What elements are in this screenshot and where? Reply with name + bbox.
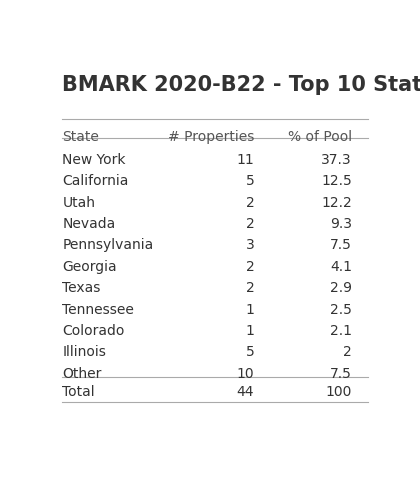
Text: 44: 44 xyxy=(237,385,255,399)
Text: BMARK 2020-B22 - Top 10 States: BMARK 2020-B22 - Top 10 States xyxy=(62,75,420,95)
Text: 7.5: 7.5 xyxy=(330,367,352,381)
Text: State: State xyxy=(62,130,99,144)
Text: Texas: Texas xyxy=(62,281,101,295)
Text: 2: 2 xyxy=(343,345,352,359)
Text: Colorado: Colorado xyxy=(62,324,125,338)
Text: 5: 5 xyxy=(246,174,255,188)
Text: 2.1: 2.1 xyxy=(330,324,352,338)
Text: California: California xyxy=(62,174,129,188)
Text: 12.2: 12.2 xyxy=(321,196,352,210)
Text: 1: 1 xyxy=(245,302,255,317)
Text: 4.1: 4.1 xyxy=(330,260,352,274)
Text: Nevada: Nevada xyxy=(62,217,116,231)
Text: 3: 3 xyxy=(246,239,255,252)
Text: Utah: Utah xyxy=(62,196,95,210)
Text: 37.3: 37.3 xyxy=(321,153,352,167)
Text: 12.5: 12.5 xyxy=(321,174,352,188)
Text: Tennessee: Tennessee xyxy=(62,302,134,317)
Text: 1: 1 xyxy=(245,324,255,338)
Text: 2: 2 xyxy=(246,281,255,295)
Text: 7.5: 7.5 xyxy=(330,239,352,252)
Text: Total: Total xyxy=(62,385,95,399)
Text: 2: 2 xyxy=(246,260,255,274)
Text: 2: 2 xyxy=(246,217,255,231)
Text: 2.9: 2.9 xyxy=(330,281,352,295)
Text: 11: 11 xyxy=(236,153,255,167)
Text: Illinois: Illinois xyxy=(62,345,106,359)
Text: # Properties: # Properties xyxy=(168,130,255,144)
Text: % of Pool: % of Pool xyxy=(288,130,352,144)
Text: 2: 2 xyxy=(246,196,255,210)
Text: 9.3: 9.3 xyxy=(330,217,352,231)
Text: 2.5: 2.5 xyxy=(330,302,352,317)
Text: Georgia: Georgia xyxy=(62,260,117,274)
Text: 100: 100 xyxy=(326,385,352,399)
Text: Pennsylvania: Pennsylvania xyxy=(62,239,154,252)
Text: 10: 10 xyxy=(237,367,255,381)
Text: New York: New York xyxy=(62,153,126,167)
Text: 5: 5 xyxy=(246,345,255,359)
Text: Other: Other xyxy=(62,367,102,381)
